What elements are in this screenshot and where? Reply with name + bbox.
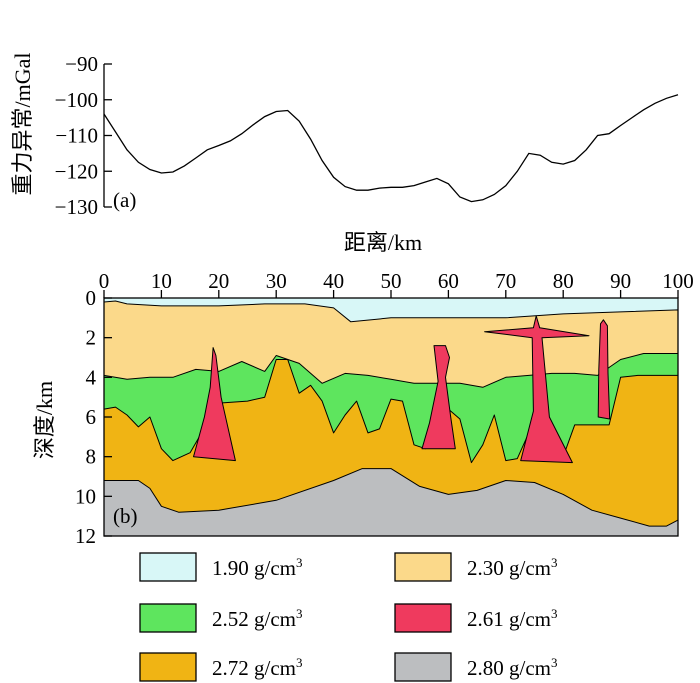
panel-a-tag: (a) [113,188,136,212]
panel-a-ylabel: 重力异常/mGal [10,53,35,196]
distance-axis-label: 距离/km [344,230,422,255]
density-section-panel: 深度/km 0 10 20 30 40 50 60 70 80 90 100 0 2 4 6 8 10 12 (… [32,269,694,548]
density-layers [103,297,679,537]
intrusive-body [193,347,236,462]
distance-tick-label: 90 [610,269,631,293]
panel-a-y-tick-label: −120 [55,159,98,183]
legend-label: 1.90 g/cm3 [212,555,303,580]
legend-label: 2.61 g/cm3 [467,606,558,631]
legend-label: 2.72 g/cm3 [212,655,303,680]
distance-tick-label: 50 [381,269,402,293]
distance-tick-label: 20 [208,269,229,293]
panel-b-ylabel: 深度/km [32,381,57,459]
legend-label: 2.30 g/cm3 [467,555,558,580]
legend-swatch [394,603,452,633]
panel-b-tag: (b) [113,504,138,528]
panel-a-y-tick-label: −90 [65,52,98,76]
intrusive-body [421,345,456,450]
distance-tick-label: 0 [99,269,110,293]
legend-label: 2.52 g/cm3 [212,606,303,631]
legend-swatch [394,552,452,582]
legend-swatch [139,652,197,682]
depth-tick-label: 12 [75,524,96,548]
depth-axis: 0 2 4 6 8 10 12 [75,286,112,548]
density-legend: 1.90 g/cm3 2.30 g/cm3 2.52 g/cm3 2.61 g/cm3… [139,552,558,682]
distance-tick-label: 40 [323,269,344,293]
legend-swatch [394,652,452,682]
depth-tick-label: 8 [86,445,97,469]
panel-a-y-tick-label: −100 [55,88,98,112]
legend-swatch [139,603,197,633]
depth-tick-label: 6 [86,405,97,429]
distance-tick-label: 60 [438,269,459,293]
depth-tick-label: 0 [86,286,97,310]
distance-tick-label: 80 [553,269,574,293]
gravity-anomaly-line [103,94,679,203]
depth-tick-label: 4 [86,365,97,389]
depth-tick-label: 10 [75,484,96,508]
density-layer [103,468,679,537]
distance-tick-label: 100 [662,269,694,293]
legend-swatch [139,552,197,582]
depth-tick-label: 2 [86,326,97,350]
panel-a-y-axis: −90 −100 −110 −120 −130 [55,52,112,219]
legend-label: 2.80 g/cm3 [467,655,558,680]
distance-tick-label: 70 [495,269,516,293]
distance-tick-label: 10 [151,269,172,293]
panel-a-y-tick-label: −130 [55,195,98,219]
gravity-anomaly-panel: 重力异常/mGal −90 −100 −110 −120 −130 (a) [10,52,679,219]
intrusive-body [484,315,590,464]
intrusive-bodies [193,315,611,464]
distance-tick-label: 30 [266,269,287,293]
intrusive-body [597,319,611,420]
panel-a-y-tick-label: −110 [55,124,98,148]
distance-axis: 0 10 20 30 40 50 60 70 80 90 100 [99,269,694,298]
